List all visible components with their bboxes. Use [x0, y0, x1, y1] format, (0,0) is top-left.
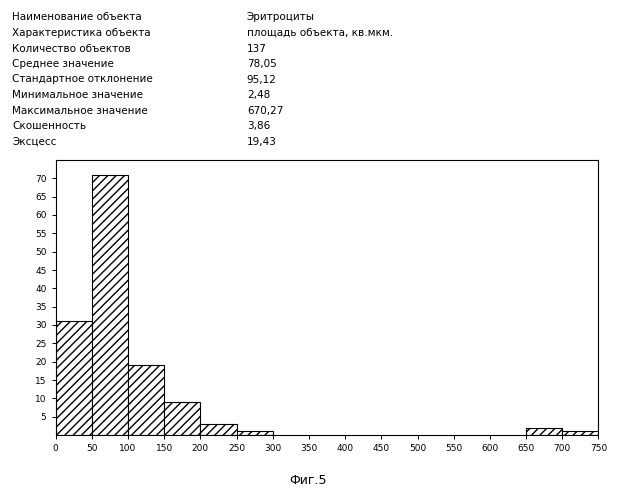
Text: Количество объектов: Количество объектов — [12, 44, 131, 54]
Text: 670,27: 670,27 — [247, 106, 283, 116]
Text: Эксцесс: Эксцесс — [12, 136, 57, 146]
Bar — [236, 432, 273, 435]
Bar — [128, 366, 164, 435]
Text: 3,86: 3,86 — [247, 121, 270, 131]
Bar — [164, 402, 201, 435]
Text: Характеристика объекта: Характеристика объекта — [12, 28, 151, 38]
Bar — [92, 174, 128, 435]
Text: Минимальное значение: Минимальное значение — [12, 90, 143, 100]
Text: 137: 137 — [247, 44, 267, 54]
Bar — [201, 424, 236, 435]
Text: Скошенность: Скошенность — [12, 121, 86, 131]
Bar — [526, 428, 562, 435]
Bar — [562, 432, 598, 435]
Text: 19,43: 19,43 — [247, 136, 276, 146]
Text: 78,05: 78,05 — [247, 59, 276, 69]
Text: Фиг.5: Фиг.5 — [290, 474, 327, 486]
Text: Максимальное значение: Максимальное значение — [12, 106, 148, 116]
Text: 95,12: 95,12 — [247, 74, 276, 85]
Text: площадь объекта, кв.мкм.: площадь объекта, кв.мкм. — [247, 28, 393, 38]
Text: Эритроциты: Эритроциты — [247, 12, 315, 22]
Text: Среднее значение: Среднее значение — [12, 59, 114, 69]
Text: Стандартное отклонение: Стандартное отклонение — [12, 74, 153, 85]
Text: 2,48: 2,48 — [247, 90, 270, 100]
Bar — [56, 322, 92, 435]
Text: Наименование объекта: Наименование объекта — [12, 12, 142, 22]
